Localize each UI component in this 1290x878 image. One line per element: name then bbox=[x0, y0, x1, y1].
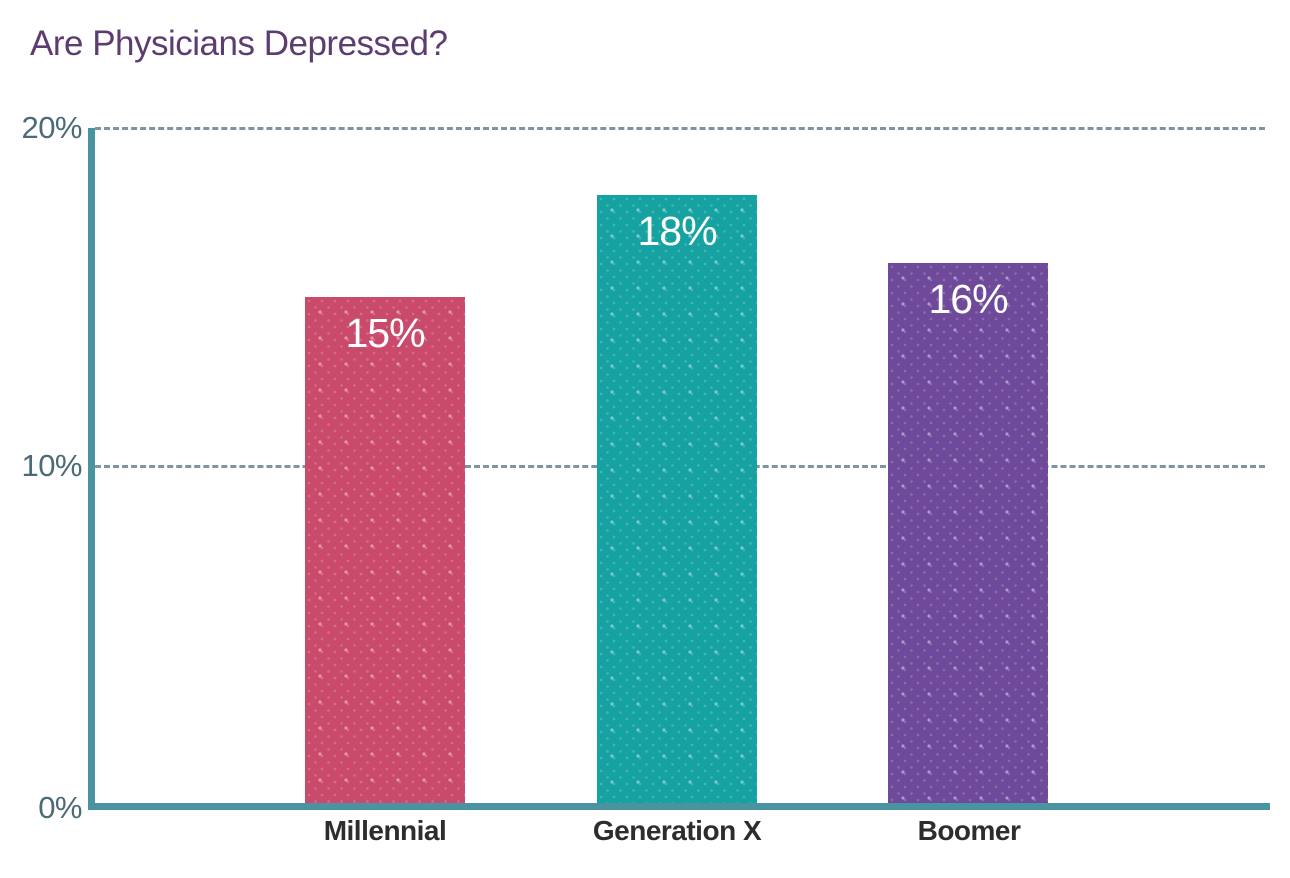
bar-generation-x: 18% bbox=[597, 195, 757, 803]
chart-title: Are Physicians Depressed? bbox=[30, 24, 448, 63]
bar-value-label-boomer: 16% bbox=[928, 276, 1008, 322]
x-axis-label-boomer: Boomer bbox=[917, 815, 1021, 846]
gridline-20-percent bbox=[95, 127, 1265, 130]
bar-millennial: 15% bbox=[305, 297, 465, 803]
x-axis-label-millennial: Millennial bbox=[323, 815, 447, 846]
x-axis-label-generation-x: Generation X bbox=[592, 815, 762, 846]
y-axis-tick-0: 0% bbox=[38, 790, 82, 825]
y-axis-line bbox=[88, 128, 95, 810]
bar-boomer: 16% bbox=[888, 263, 1048, 803]
bar-value-label-generation-x: 18% bbox=[637, 208, 717, 254]
bar-value-label-millennial: 15% bbox=[345, 310, 425, 356]
x-axis-line bbox=[88, 803, 1270, 810]
y-axis-tick-20: 20% bbox=[21, 110, 82, 145]
y-axis-tick-10: 10% bbox=[21, 448, 82, 483]
